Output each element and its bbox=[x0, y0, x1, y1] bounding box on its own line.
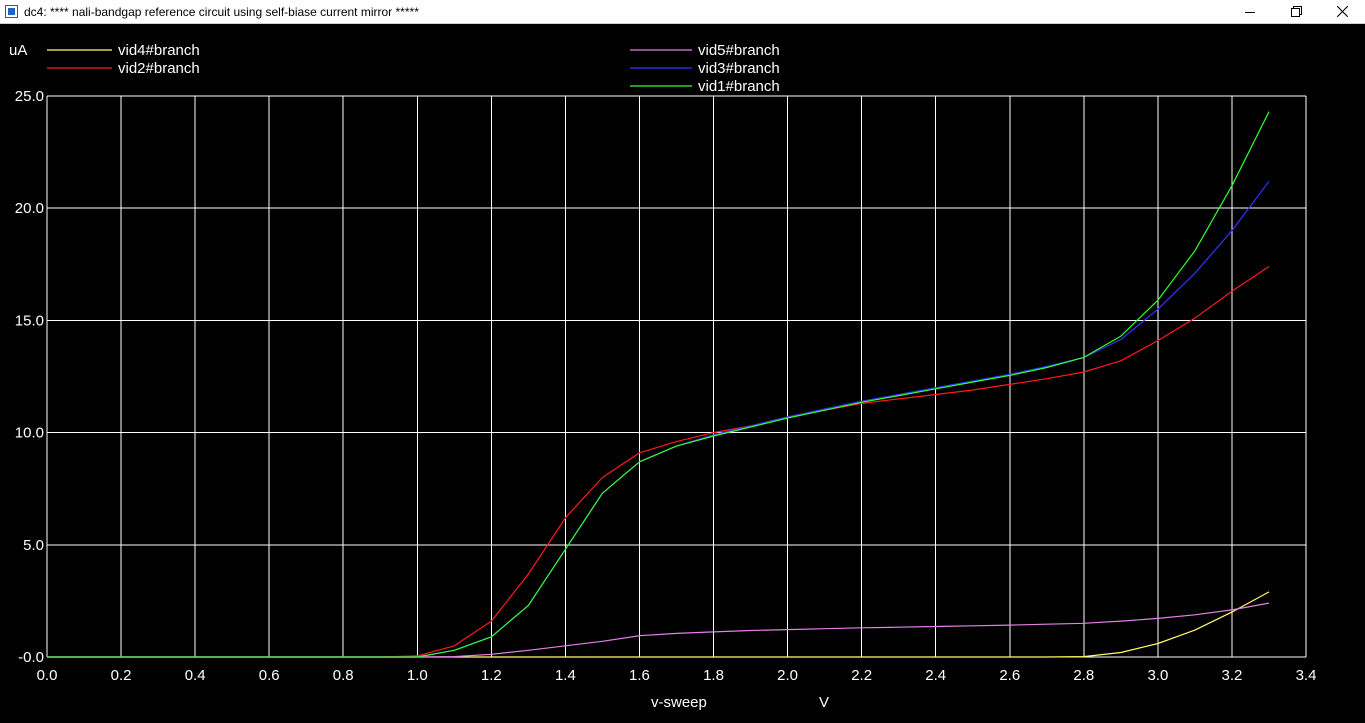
x-axis-label: v-sweep bbox=[651, 694, 707, 711]
series-line-vid4-branch bbox=[47, 591, 1270, 658]
y-unit-label: uA bbox=[9, 42, 27, 59]
y-tick-label: 20.0 bbox=[15, 200, 44, 217]
legend-label-vid3-branch: vid3#branch bbox=[698, 60, 780, 77]
y-tick-label: -0.0 bbox=[18, 649, 44, 666]
window-title: dc4: **** nali-bandgap reference circuit… bbox=[24, 4, 419, 19]
legend-label-vid4-branch: vid4#branch bbox=[118, 42, 200, 59]
y-tick-label: 10.0 bbox=[15, 425, 44, 442]
y-tick-label: 25.0 bbox=[15, 88, 44, 105]
y-tick-label: 5.0 bbox=[23, 537, 44, 554]
app-window-icon bbox=[5, 5, 18, 18]
minimize-icon bbox=[1245, 11, 1255, 13]
x-tick-labels: 0.0 0.2 0.4 0.6 0.8 1.0 1.2 1.4 1.6 1.8 2.0 2.2 2.4 2… bbox=[37, 667, 1317, 684]
close-icon bbox=[1336, 6, 1348, 17]
x-tick-label: 0.0 bbox=[37, 667, 58, 684]
series-line-vid5-branch bbox=[47, 602, 1270, 658]
minimize-button[interactable] bbox=[1227, 0, 1273, 23]
legend-label-vid1-branch: vid1#branch bbox=[698, 78, 780, 95]
series-line-vid3-branch bbox=[47, 180, 1270, 658]
close-button[interactable] bbox=[1319, 0, 1365, 23]
grid-lines bbox=[46, 95, 1307, 658]
x-tick-label: 1.8 bbox=[703, 667, 724, 684]
plot-canvas[interactable]: 0.0 0.2 0.4 0.6 0.8 1.0 1.2 1.4 1.6 1.8 2.0 2.2 2.4 2… bbox=[0, 24, 1365, 723]
x-tick-label: 2.4 bbox=[925, 667, 946, 684]
x-tick-label: 1.0 bbox=[407, 667, 428, 684]
restore-icon bbox=[1290, 6, 1302, 17]
x-tick-label: 2.2 bbox=[851, 667, 872, 684]
window-titlebar[interactable]: dc4: **** nali-bandgap reference circuit… bbox=[0, 0, 1365, 24]
x-tick-label: 2.8 bbox=[1073, 667, 1094, 684]
window-controls bbox=[1227, 0, 1365, 23]
x-tick-label: 0.2 bbox=[111, 667, 132, 684]
x-unit-label: V bbox=[819, 694, 829, 711]
x-tick-label: 1.4 bbox=[555, 667, 576, 684]
x-tick-label: 2.6 bbox=[999, 667, 1020, 684]
x-tick-label: 3.2 bbox=[1222, 667, 1243, 684]
series-lines bbox=[47, 111, 1270, 658]
x-tick-label: 2.0 bbox=[777, 667, 798, 684]
x-tick-label: 1.2 bbox=[481, 667, 502, 684]
legend-label-vid2-branch: vid2#branch bbox=[118, 60, 200, 77]
x-tick-label: 3.0 bbox=[1147, 667, 1168, 684]
legend-label-vid5-branch: vid5#branch bbox=[698, 42, 780, 59]
y-tick-label: 15.0 bbox=[15, 312, 44, 329]
x-tick-label: 0.4 bbox=[185, 667, 206, 684]
y-tick-labels: -0.0 5.0 10.0 15.0 20.0 25.0 bbox=[15, 88, 44, 666]
x-tick-label: 3.4 bbox=[1296, 667, 1317, 684]
x-tick-label: 0.6 bbox=[259, 667, 280, 684]
x-tick-label: 1.6 bbox=[629, 667, 650, 684]
series-line-vid2-branch bbox=[47, 266, 1270, 658]
x-tick-label: 0.8 bbox=[333, 667, 354, 684]
series-line-vid1-branch bbox=[47, 111, 1270, 658]
restore-button[interactable] bbox=[1273, 0, 1319, 23]
